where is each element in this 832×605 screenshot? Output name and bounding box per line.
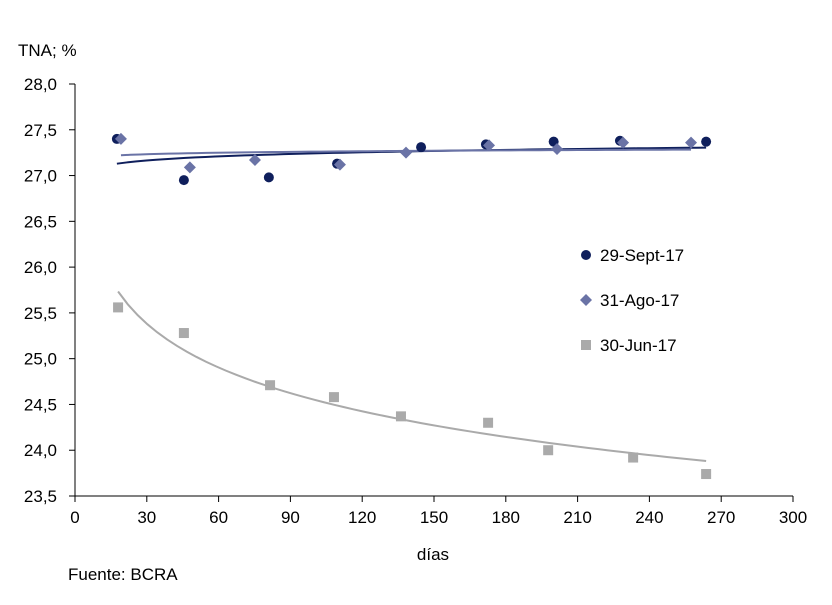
x-tick-label: 210	[563, 508, 591, 527]
legend-marker	[581, 250, 591, 260]
data-point	[701, 469, 712, 480]
data-point	[183, 161, 196, 174]
y-tick-label: 24,0	[24, 441, 57, 460]
data-point	[551, 143, 564, 156]
data-point	[263, 172, 274, 183]
y-tick-label: 25,0	[24, 350, 57, 369]
x-axis-label: días	[417, 545, 449, 564]
x-tick-label: 0	[70, 508, 79, 527]
legend-label: 30-Jun-17	[600, 336, 677, 355]
legend-marker	[581, 340, 591, 350]
x-tick-label: 180	[492, 508, 520, 527]
data-point	[328, 392, 339, 403]
x-tick-label: 30	[137, 508, 156, 527]
data-point	[114, 132, 127, 145]
data-point	[399, 146, 412, 159]
x-tick-label: 150	[420, 508, 448, 527]
y-tick-label: 28,0	[24, 75, 57, 94]
x-tick-label: 300	[779, 508, 807, 527]
data-point	[617, 136, 630, 149]
data-point	[265, 380, 276, 391]
x-tick-label: 270	[707, 508, 735, 527]
y-tick-label: 26,5	[24, 212, 57, 231]
data-point	[685, 136, 698, 149]
y-axis-label: TNA; %	[18, 41, 77, 60]
data-point	[395, 411, 406, 422]
x-tick-label: 120	[348, 508, 376, 527]
x-tick-label: 60	[209, 508, 228, 527]
data-point	[483, 139, 496, 152]
data-point	[543, 445, 554, 456]
legend-label: 31-Ago-17	[600, 291, 679, 310]
data-point	[628, 452, 639, 463]
trendline-30-Jun-17	[117, 290, 707, 462]
y-tick-label: 27,5	[24, 121, 57, 140]
legend-label: 29-Sept-17	[600, 246, 684, 265]
data-point	[178, 175, 189, 186]
y-tick-label: 24,5	[24, 395, 57, 414]
data-point	[178, 328, 189, 339]
data-point	[248, 153, 261, 166]
y-tick-label: 23,5	[24, 487, 57, 506]
data-point	[701, 136, 712, 147]
x-tick-label: 90	[281, 508, 300, 527]
y-tick-label: 26,0	[24, 258, 57, 277]
data-point	[483, 417, 494, 428]
y-tick-label: 25,5	[24, 304, 57, 323]
legend-marker	[580, 294, 592, 306]
data-point	[416, 142, 427, 153]
source-note: Fuente: BCRA	[68, 565, 178, 584]
data-point	[113, 302, 124, 313]
x-tick-label: 240	[635, 508, 663, 527]
y-tick-label: 27,0	[24, 167, 57, 186]
data-point	[333, 158, 346, 171]
